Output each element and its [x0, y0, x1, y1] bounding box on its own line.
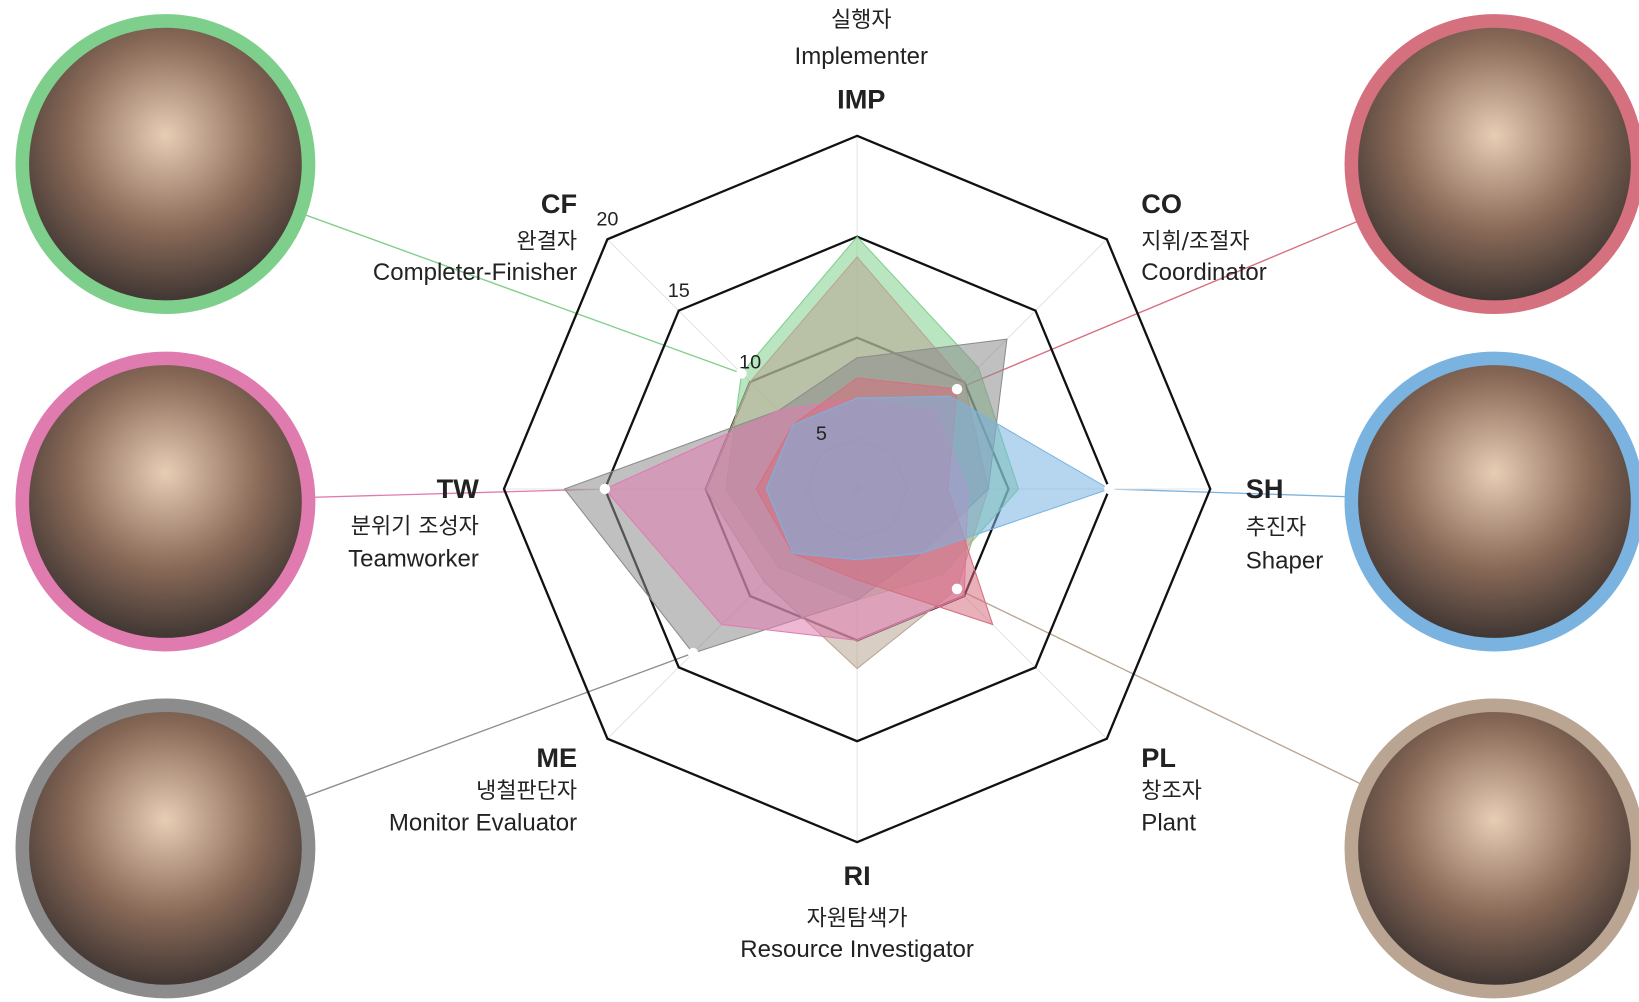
axis-code: ME: [536, 742, 577, 773]
role-dot: [1104, 484, 1114, 494]
axis-en: Monitor Evaluator: [389, 810, 577, 837]
axis-ko: 분위기 조성자: [351, 515, 479, 540]
series-area: [766, 396, 1109, 559]
axis-en: Implementer: [795, 43, 928, 70]
profile-photo: [22, 358, 308, 644]
role-dot: [600, 484, 610, 494]
axis-en: Plant: [1141, 810, 1196, 837]
axis-code: CF: [541, 188, 577, 219]
axis-en: Shaper: [1246, 547, 1323, 574]
axis-code: IMP: [837, 84, 885, 115]
axis-en: Teamworker: [348, 545, 479, 572]
axis-en: Completer-Finisher: [373, 259, 577, 286]
profile-photo: [22, 21, 308, 307]
tick-label: 15: [668, 280, 690, 302]
axis-ko: 지휘/조절자: [1141, 229, 1249, 254]
axis-ko: 창조자: [1141, 779, 1202, 804]
axis-code: RI: [844, 860, 871, 891]
role-dot: [736, 368, 746, 378]
axis-code: CO: [1141, 188, 1182, 219]
chart: 5101520IMP실행자ImplementerCO지휘/조절자Coordina…: [0, 0, 1639, 1002]
profile-photo: [1351, 705, 1637, 991]
axis-ko: 완결자: [517, 229, 578, 254]
role-dot: [952, 384, 962, 394]
axis-en: Coordinator: [1141, 259, 1266, 286]
axis-code: PL: [1141, 742, 1176, 773]
axis-ko: 추진자: [1246, 516, 1307, 541]
role-dot: [688, 648, 698, 658]
profile-photo: [1351, 21, 1637, 307]
profile-photo: [22, 705, 308, 991]
axis-ko: 자원탐색가: [807, 906, 908, 931]
tick-label: 20: [596, 209, 618, 231]
axis-code: SH: [1246, 473, 1284, 504]
axis-ko: 냉철판단자: [476, 779, 577, 804]
axis-en: Resource Investigator: [740, 936, 974, 963]
role-dot: [952, 584, 962, 594]
tick-label: 5: [816, 423, 827, 445]
axis-ko: 실행자: [831, 8, 892, 33]
axis-code: TW: [437, 473, 480, 504]
profile-photo: [1351, 358, 1637, 644]
